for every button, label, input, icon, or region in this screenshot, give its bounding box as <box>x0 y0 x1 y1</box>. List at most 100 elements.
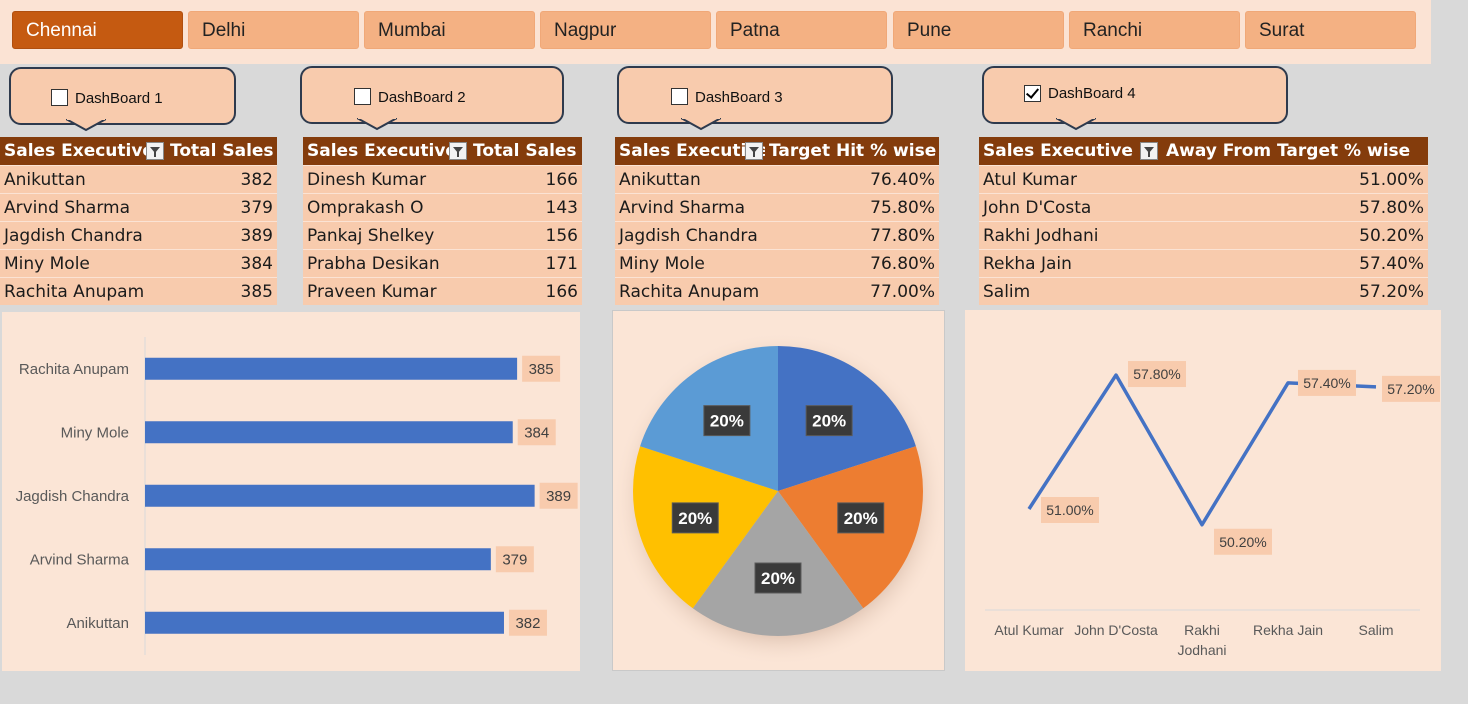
table-header: Sales Executive <box>0 137 166 166</box>
dashboard-2-label: DashBoard 2 <box>378 89 466 106</box>
cell-name: Pankaj Shelkey <box>303 221 469 250</box>
data-label: 57.20% <box>1387 381 1434 397</box>
slicer-item-patna[interactable]: Patna <box>716 11 887 49</box>
table-row: Pankaj Shelkey 156 <box>303 221 582 250</box>
cell-value: 171 <box>469 249 582 278</box>
slice-label-box <box>754 562 802 594</box>
filter-icon[interactable] <box>1140 142 1158 160</box>
table-header: Sales Executive <box>979 137 1162 166</box>
cell-name: Rekha Jain <box>979 249 1162 278</box>
table-row: Anikuttan 382 <box>0 165 277 194</box>
target-hit-pie-chart: 20% 20% 20% 20% 20% <box>613 332 947 666</box>
away-from-target-line-chart-panel[interactable]: 51.00% 57.80% 50.20% 57.40% 57.20% Atul Kumar… <box>965 310 1441 671</box>
dashboard-4-checkbox[interactable] <box>1024 85 1041 102</box>
slicer-item-mumbai[interactable]: Mumbai <box>364 11 535 49</box>
cell-value: 156 <box>469 221 582 250</box>
target-hit-pie-chart-panel[interactable]: 20% 20% 20% 20% 20% <box>612 310 947 671</box>
bar <box>145 484 535 507</box>
callout-tail <box>1056 118 1096 131</box>
filter-icon[interactable] <box>449 142 467 160</box>
cell-value: 76.80% <box>765 249 939 278</box>
data-label-box <box>1041 497 1099 523</box>
cell-name: Rachita Anupam <box>0 277 166 305</box>
cell-value: 382 <box>166 165 277 194</box>
callout-tail <box>357 118 397 131</box>
city-slicer: Chennai Delhi Mumbai Nagpur Patna Pune R… <box>0 0 1431 64</box>
cell-value: 76.40% <box>765 165 939 194</box>
slicer-item-surat[interactable]: Surat <box>1245 11 1416 49</box>
slicer-item-delhi[interactable]: Delhi <box>188 11 359 49</box>
cell-name: Arvind Sharma <box>615 193 765 222</box>
cell-value: 384 <box>166 249 277 278</box>
dashboard-4-label: DashBoard 4 <box>1048 85 1136 102</box>
cell-value: 75.80% <box>765 193 939 222</box>
table-row: Rachita Anupam 77.00% <box>615 277 939 305</box>
cell-name: Omprakash O <box>303 193 469 222</box>
cell-name: Atul Kumar <box>979 165 1162 194</box>
bar <box>145 357 518 380</box>
table-row: Rachita Anupam 385 <box>0 277 277 305</box>
sales-bar-chart-panel[interactable]: Rachita Anupam 385 Miny Mole 384 Jagdish Cha… <box>2 312 580 671</box>
dashboard-1-label: DashBoard 1 <box>75 90 163 107</box>
bar <box>145 421 513 444</box>
data-label: 382 <box>515 615 540 632</box>
data-label-box <box>539 482 578 509</box>
slicer-item-ranchi[interactable]: Ranchi <box>1069 11 1240 49</box>
dashboard-1-callout: DashBoard 1 <box>9 67 236 132</box>
category-label: Arvind Sharma <box>30 551 130 568</box>
table-row: Prabha Desikan 171 <box>303 249 582 278</box>
category-label: Atul Kumar <box>994 622 1064 638</box>
filter-icon[interactable] <box>745 142 763 160</box>
table-header: Sales Executive <box>615 137 765 166</box>
column-header-total-sales: Total Sales <box>469 137 582 166</box>
data-label-box <box>522 355 561 382</box>
away-from-target-line-chart: 51.00% 57.80% 50.20% 57.40% 57.20% Atul Kumar… <box>985 361 1440 658</box>
cell-name: Rachita Anupam <box>615 277 765 305</box>
cell-value: 77.00% <box>765 277 939 305</box>
table-row: Salim 57.20% <box>979 277 1428 305</box>
slice-label-box <box>837 502 885 534</box>
category-label: Jodhani <box>1177 642 1226 658</box>
table-row: Arvind Sharma 75.80% <box>615 193 939 222</box>
dashboard-1-checkbox[interactable] <box>51 89 68 106</box>
data-label-box <box>1214 528 1272 555</box>
data-label-box <box>508 609 547 636</box>
cell-value: 57.40% <box>1162 249 1428 278</box>
category-label: Miny Mole <box>61 424 129 441</box>
cell-value: 379 <box>166 193 277 222</box>
data-label: 57.80% <box>1133 366 1180 382</box>
data-label-box <box>517 419 556 446</box>
slicer-item-chennai[interactable]: Chennai <box>12 11 183 49</box>
callout-tail <box>66 119 106 132</box>
slice-label-box <box>671 502 719 534</box>
column-header-target-hit: Target Hit % wise <box>765 137 939 166</box>
sales-bar-chart: Rachita Anupam 385 Miny Mole 384 Jagdish Cha… <box>16 337 578 655</box>
dashboard-3-label: DashBoard 3 <box>695 89 783 106</box>
data-label-box <box>1128 361 1186 388</box>
callout-tail <box>681 118 721 131</box>
dashboard-2-checkbox[interactable] <box>354 88 371 105</box>
filter-icon[interactable] <box>146 142 164 160</box>
column-header-sales-executive: Sales Executive <box>983 141 1133 161</box>
data-label: 50.20% <box>1219 534 1266 550</box>
dashboard-3-checkbox[interactable] <box>671 88 688 105</box>
table-row: Omprakash O 143 <box>303 193 582 222</box>
cell-value: 51.00% <box>1162 165 1428 194</box>
cell-value: 77.80% <box>765 221 939 250</box>
table-row: Jagdish Chandra 77.80% <box>615 221 939 250</box>
category-label: Rachita Anupam <box>19 361 129 378</box>
data-label-box <box>1298 369 1356 396</box>
slicer-item-nagpur[interactable]: Nagpur <box>540 11 711 49</box>
data-label: 384 <box>524 424 549 441</box>
slicer-item-pune[interactable]: Pune <box>893 11 1064 49</box>
cell-name: Praveen Kumar <box>303 277 469 305</box>
cell-value: 50.20% <box>1162 221 1428 250</box>
slice-label: 20% <box>678 509 712 528</box>
table-row: Praveen Kumar 166 <box>303 277 582 305</box>
data-label-box <box>495 546 534 573</box>
cell-name: Arvind Sharma <box>0 193 166 222</box>
cell-name: Jagdish Chandra <box>615 221 765 250</box>
table-row: Arvind Sharma 379 <box>0 193 277 222</box>
bar <box>145 548 491 571</box>
dashboard-3-callout: DashBoard 3 <box>617 66 893 131</box>
